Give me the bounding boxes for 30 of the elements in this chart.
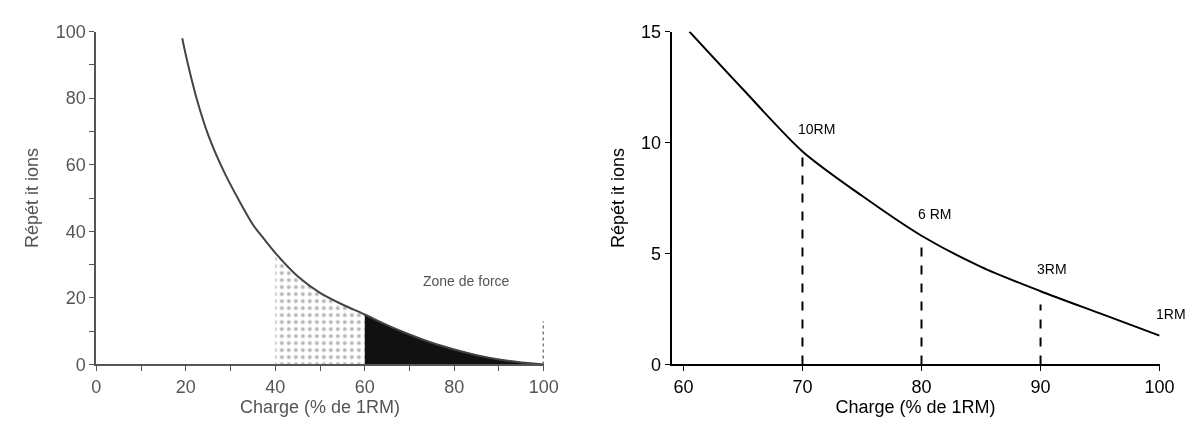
y-axis-title: Répét it ions [22, 147, 43, 249]
y-axis-title: Répét it ions [607, 147, 628, 249]
y-tick-label: 20 [65, 288, 86, 309]
x-tick-label: 60 [673, 377, 694, 398]
y-tick-label: 0 [75, 354, 86, 375]
x-tick-label: 100 [528, 377, 559, 398]
annotation: 1RM [1156, 306, 1186, 322]
y-tick-label: 0 [650, 354, 661, 375]
x-tick-label: 70 [792, 377, 813, 398]
x-tick-label: 90 [1030, 377, 1051, 398]
annotation: 6 RM [918, 206, 952, 222]
x-axis-title: Charge (% de 1RM) [239, 397, 401, 418]
y-tick-label: 100 [55, 21, 86, 42]
annotation: 10RM [798, 121, 836, 137]
y-tick-label: 10 [640, 132, 661, 153]
annotation: Zone de force [423, 273, 510, 289]
x-tick-label: 80 [444, 377, 465, 398]
x-tick-label: 0 [91, 377, 102, 398]
y-tick-label: 5 [650, 243, 661, 264]
x-axis-title: Charge (% de 1RM) [835, 397, 996, 418]
y-tick-label: 40 [65, 221, 86, 242]
x-tick-label: 60 [354, 377, 375, 398]
x-tick-label: 40 [265, 377, 286, 398]
x-tick-label: 80 [911, 377, 932, 398]
x-tick-label: 100 [1144, 377, 1175, 398]
annotation: 3RM [1037, 261, 1067, 277]
y-tick-label: 80 [65, 88, 86, 109]
x-tick-label: 20 [175, 377, 196, 398]
y-tick-label: 60 [65, 155, 86, 176]
y-tick-label: 15 [640, 21, 661, 42]
